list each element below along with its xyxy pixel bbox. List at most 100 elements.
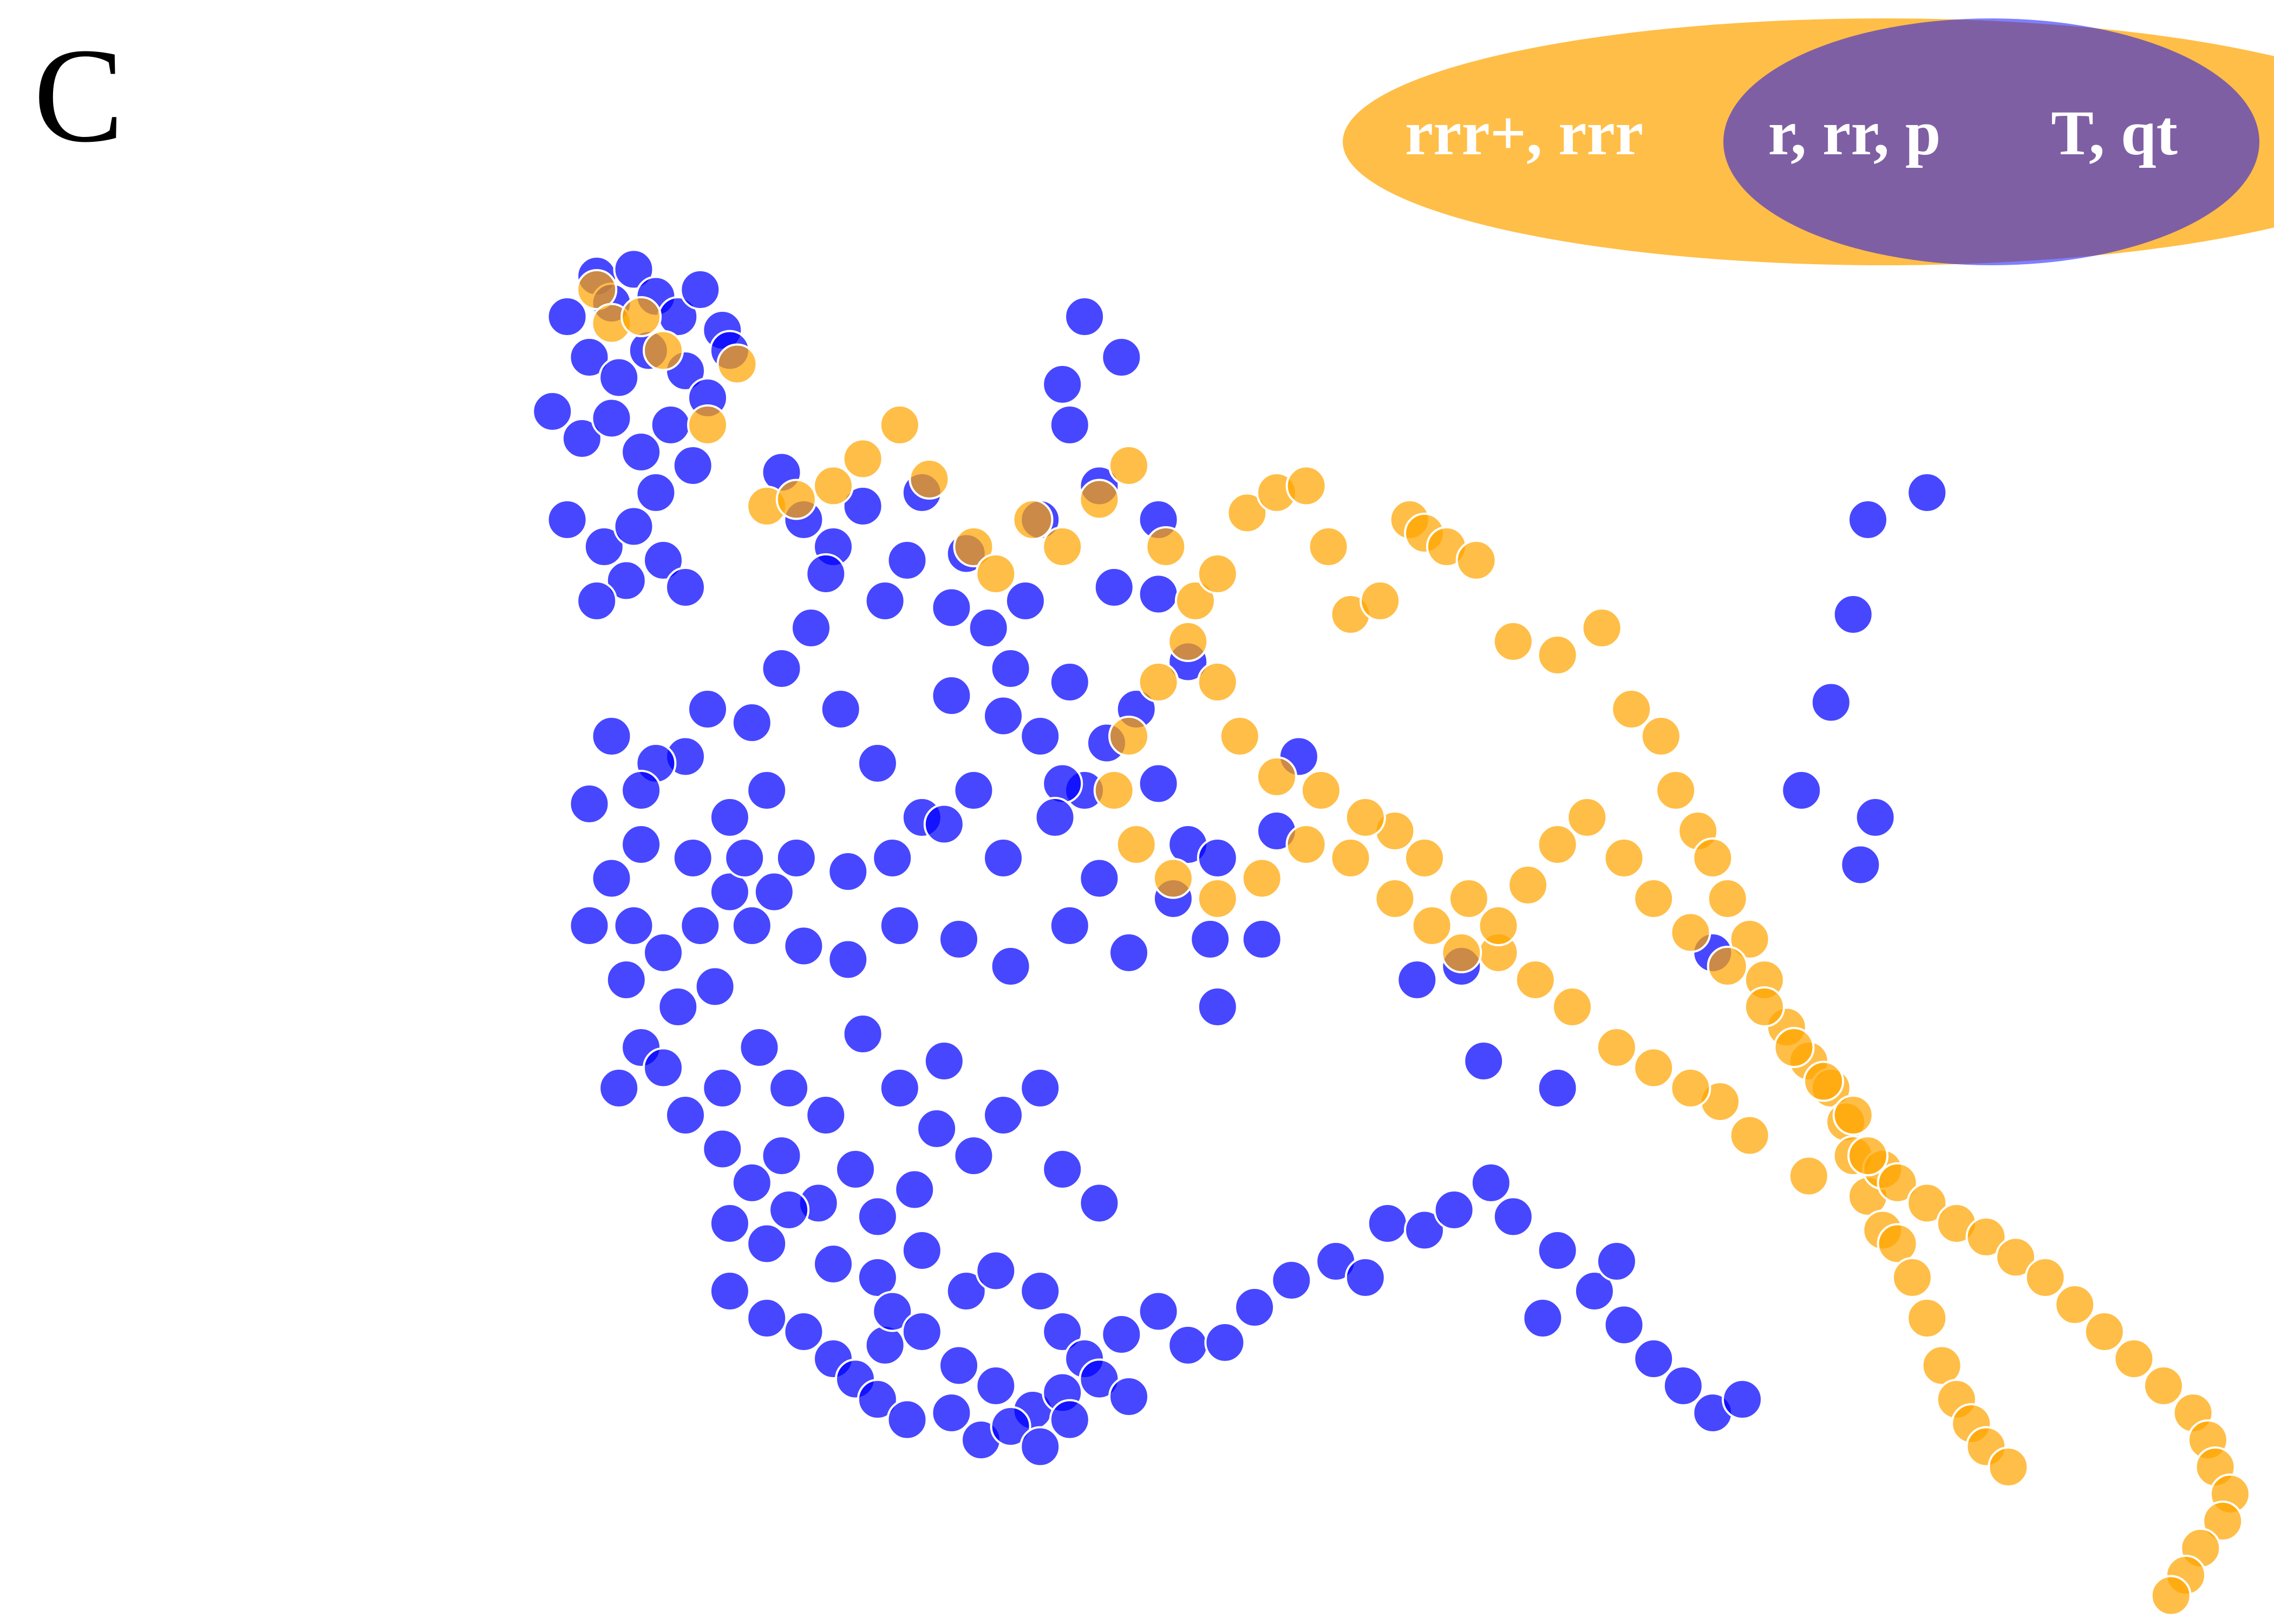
- scatter-point: [886, 540, 928, 581]
- scatter-point: [1004, 580, 1046, 621]
- scatter-point: [665, 1095, 706, 1136]
- scatter-point: [879, 905, 920, 946]
- scatter-point: [938, 919, 979, 960]
- scatter-point: [1492, 621, 1534, 662]
- scatter-point: [975, 1250, 1017, 1292]
- scatter-point: [1692, 837, 1734, 879]
- scatter-point: [1204, 1322, 1246, 1363]
- scatter-point: [613, 248, 655, 290]
- scatter-point: [1093, 770, 1135, 811]
- scatter-point: [1020, 1068, 1061, 1109]
- panel-label: C: [34, 21, 124, 171]
- scatter-point: [1596, 1027, 1637, 1068]
- scatter-point: [916, 1108, 958, 1149]
- legend-right-ellipse: [1723, 18, 2259, 265]
- scatter-point: [1042, 1149, 1083, 1190]
- scatter-point: [1965, 1216, 2007, 1258]
- scatter-point: [1197, 878, 1238, 919]
- scatter-point: [1662, 1365, 1704, 1406]
- scatter-point: [643, 330, 684, 371]
- scatter-point: [709, 797, 750, 838]
- scatter-point: [1448, 878, 1489, 919]
- scatter-point: [2054, 1284, 2096, 1325]
- scatter-point: [990, 946, 1031, 987]
- scatter-point: [1226, 492, 1268, 534]
- scatter-point: [1197, 837, 1238, 879]
- scatter-point: [1049, 905, 1090, 946]
- scatter-point: [768, 1189, 810, 1230]
- scatter-point: [591, 857, 632, 899]
- scatter-point: [886, 1399, 928, 1440]
- scatter-point: [2150, 1575, 2192, 1616]
- scatter-point: [1743, 986, 1785, 1027]
- scatter-point: [709, 1203, 750, 1244]
- scatter-point: [1552, 986, 1593, 1027]
- scatter-point: [1995, 1236, 2036, 1278]
- scatter-point: [842, 486, 884, 527]
- scatter-point: [1537, 1068, 1578, 1109]
- scatter-point: [1810, 682, 1852, 723]
- scatter-point: [731, 1162, 773, 1203]
- scatter-point: [1847, 1135, 1889, 1176]
- scatter-point: [1079, 479, 1120, 520]
- scatter-point: [561, 418, 603, 459]
- scatter-point: [983, 695, 1024, 737]
- scatter-point: [635, 472, 677, 513]
- scatter-point: [1219, 716, 1260, 757]
- scatter-point: [783, 1311, 825, 1352]
- scatter-point: [687, 404, 728, 446]
- scatter-point: [790, 607, 832, 649]
- scatter-point: [1101, 337, 1142, 378]
- scatter-point: [1300, 770, 1342, 811]
- points-layer: [532, 248, 2251, 1616]
- scatter-point: [1020, 1271, 1061, 1312]
- scatter-point: [1722, 1379, 1763, 1420]
- legend: rrr+, rrr r, rr, p T, qt: [1343, 18, 2274, 265]
- scatter-point: [694, 966, 736, 1007]
- scatter-point: [1285, 465, 1327, 507]
- scatter-point: [1877, 1162, 1918, 1203]
- scatter-point: [872, 837, 913, 879]
- scatter-point: [2024, 1257, 2066, 1298]
- scatter-point: [591, 716, 632, 757]
- scatter-point: [923, 803, 965, 845]
- scatter-point: [827, 939, 869, 980]
- scatter-point: [820, 689, 861, 730]
- scatter-point: [746, 770, 788, 811]
- scatter-point: [805, 553, 847, 594]
- scatter-point: [901, 1311, 943, 1352]
- scatter-point: [1441, 932, 1482, 973]
- scatter-point: [953, 1135, 995, 1176]
- scatter-point: [901, 1230, 943, 1271]
- scatter-point: [975, 1365, 1017, 1406]
- scatter-point: [1640, 716, 1682, 757]
- scatter-point: [620, 296, 662, 337]
- scatter-point: [1330, 837, 1371, 879]
- scatter-point: [1581, 607, 1623, 649]
- scatter-point: [1729, 919, 1770, 960]
- scatter-point: [1012, 499, 1054, 540]
- scatter-point: [1167, 1325, 1209, 1366]
- scatter-point: [1877, 1223, 1918, 1265]
- scatter-point: [1891, 1257, 1933, 1298]
- scatter-point: [1079, 1182, 1120, 1224]
- scatter-point: [620, 770, 662, 811]
- scatter-point: [1115, 824, 1157, 865]
- scatter-point: [938, 1345, 979, 1386]
- scatter-point: [1108, 716, 1149, 757]
- scatter-point: [1522, 1298, 1564, 1339]
- scatter-point: [1197, 662, 1238, 703]
- scatter-point: [1478, 905, 1519, 946]
- scatter-point: [783, 925, 825, 967]
- scatter-point: [1138, 573, 1179, 615]
- scatter-point: [1367, 1203, 1408, 1244]
- scatter-point: [672, 445, 714, 486]
- scatter-point: [1241, 919, 1283, 960]
- scatter-point: [968, 607, 1009, 649]
- scatter-point: [1455, 540, 1497, 581]
- scatter-point: [842, 438, 884, 480]
- scatter-point: [1374, 878, 1416, 919]
- scatter-point: [1138, 662, 1179, 703]
- scatter-point: [761, 1135, 802, 1176]
- scatter-point: [1603, 1304, 1645, 1346]
